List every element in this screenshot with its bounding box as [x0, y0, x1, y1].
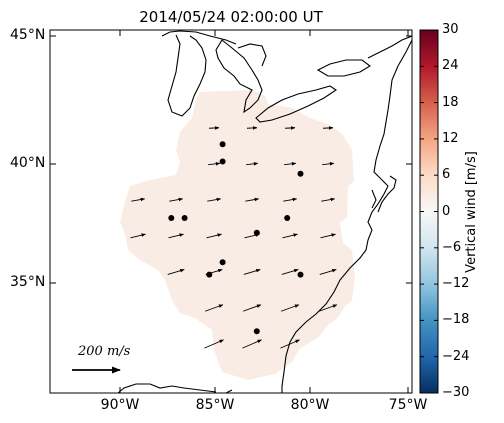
wind-arrow [320, 233, 336, 239]
colorbar-tick-label: 12 [442, 130, 459, 146]
lon-tick-85w: 85°W [195, 397, 235, 413]
map-frame [49, 29, 413, 394]
wind-arrow [206, 233, 222, 239]
wind-arrow [283, 197, 298, 202]
wind-arrow [242, 304, 262, 312]
wind-arrow [130, 233, 146, 239]
station-marker [219, 158, 226, 165]
wind-arrow [282, 233, 298, 239]
station-marker [297, 271, 304, 278]
axis-ticks [50, 30, 412, 393]
wind-arrow [204, 304, 224, 312]
colorbar-label: Vertical wind [m/s] [464, 150, 479, 273]
reference-arrow-label: 200 m/s [77, 344, 131, 359]
colorbar-tick-label: −12 [442, 276, 470, 292]
colorbar-tick-label: 6 [442, 167, 451, 183]
wind-arrow [318, 304, 338, 312]
wind-arrow [245, 197, 260, 202]
colorbar-ticks [420, 29, 438, 394]
colorbar-tick-label: 30 [442, 22, 459, 37]
colorbar-tick-label: −18 [442, 312, 470, 328]
wind-arrow [204, 339, 224, 349]
wind-arrow [246, 162, 259, 166]
station-marker [253, 328, 260, 335]
colorbar-label-wrap: Vertical wind [m/s] [464, 30, 496, 393]
station-markers [168, 141, 304, 335]
map-title: 2014/05/24 02:00:00 UT [139, 8, 323, 26]
station-marker [206, 271, 213, 278]
wind-arrow [321, 197, 336, 202]
colorbar-tick-label: 0 [442, 203, 451, 219]
vertical-wind-field [120, 90, 355, 380]
colorbar-tick-label: 18 [442, 94, 459, 110]
wind-arrow [280, 304, 300, 312]
station-marker [284, 215, 291, 221]
colorbar-tick-label: −30 [442, 385, 470, 400]
station-marker [168, 215, 175, 221]
wind-arrow [242, 339, 262, 349]
lon-tick-80w: 80°W [290, 397, 330, 413]
wind-arrow [207, 197, 222, 202]
wind-arrow [208, 162, 221, 166]
wind-arrow [319, 268, 337, 275]
wind-arrow [322, 162, 335, 166]
wind-arrow [167, 268, 185, 275]
colorbar-tick-label: −24 [442, 348, 470, 364]
wind-arrow [131, 197, 146, 202]
wind-arrow [280, 339, 300, 349]
wind-vectors [130, 126, 338, 349]
wind-arrow [168, 233, 184, 239]
wind-arrow [284, 162, 297, 166]
lon-tick-90w: 90°W [100, 397, 140, 413]
wind-arrow [243, 268, 261, 275]
wind-arrow [281, 268, 299, 275]
colorbar-tick-label: −6 [442, 239, 462, 255]
wind-arrow [169, 197, 184, 202]
lon-tick-75w: 75°W [388, 397, 428, 413]
lat-tick-45: 45°N [10, 27, 46, 43]
colorbar-tick-label: 24 [442, 58, 459, 74]
station-marker [297, 170, 304, 177]
station-marker [219, 141, 226, 148]
station-marker [219, 259, 226, 266]
coastlines [117, 30, 412, 393]
station-marker [253, 229, 260, 236]
station-marker [181, 215, 188, 221]
lat-tick-35: 35°N [10, 274, 46, 290]
lat-tick-40: 40°N [10, 155, 46, 171]
